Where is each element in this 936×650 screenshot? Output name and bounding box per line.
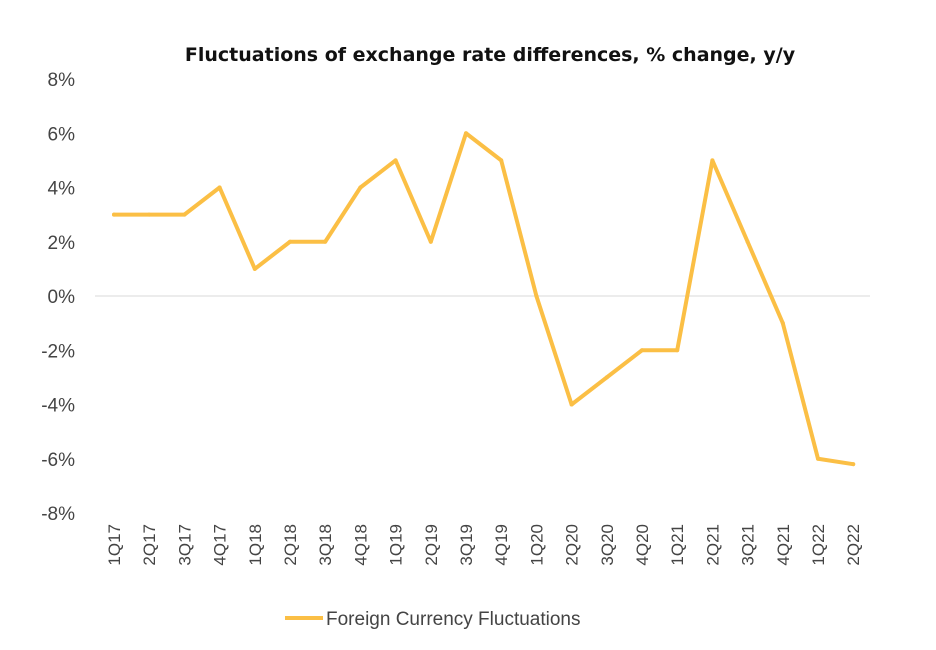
y-tick-label: -4% [41, 396, 75, 417]
series-group [112, 131, 856, 467]
x-tick-label: 1Q22 [809, 524, 828, 566]
x-tick-label: 2Q22 [844, 524, 863, 566]
x-tick-label: 2Q17 [140, 524, 159, 566]
data-point [428, 239, 433, 244]
legend-label: Foreign Currency Fluctuations [326, 609, 581, 630]
data-point [112, 212, 116, 217]
x-tick-label: 1Q21 [668, 524, 687, 566]
data-point [675, 348, 680, 353]
y-tick-label: 0% [48, 287, 76, 308]
x-tick-label: 1Q19 [387, 524, 406, 566]
x-tick-label: 4Q17 [211, 524, 230, 566]
y-tick-label: 8% [48, 70, 76, 91]
data-point [851, 462, 856, 467]
x-tick-label: 2Q18 [281, 524, 300, 566]
y-tick-label: 6% [48, 124, 76, 145]
data-point [323, 239, 328, 244]
data-point [710, 158, 715, 163]
legend: Foreign Currency Fluctuations [285, 609, 581, 630]
data-point [182, 212, 187, 217]
data-point [358, 185, 363, 190]
x-tick-label: 4Q19 [492, 524, 511, 566]
data-point [816, 456, 820, 461]
x-tick-label: 3Q20 [598, 524, 617, 566]
data-point [499, 158, 504, 163]
data-point [217, 185, 222, 190]
y-tick-label: 4% [48, 179, 76, 200]
x-tick-label: 1Q20 [527, 524, 546, 566]
y-tick-label: 2% [48, 233, 76, 254]
y-tick-label: -6% [41, 450, 75, 471]
data-point [780, 321, 785, 326]
data-point [745, 239, 750, 244]
y-axis: 8% 6% 4% 2% 0% -2% -4% -6% -8% [41, 70, 75, 525]
x-tick-label: 4Q21 [774, 524, 793, 566]
x-tick-label: 2Q20 [563, 524, 582, 566]
data-point [464, 131, 468, 136]
data-point [252, 266, 257, 271]
x-tick-label: 3Q21 [739, 524, 758, 566]
x-tick-label: 3Q18 [316, 524, 335, 566]
x-tick-label: 1Q18 [246, 524, 265, 566]
data-point [393, 158, 398, 163]
y-tick-label: -8% [41, 504, 75, 525]
x-tick-label: 2Q19 [422, 524, 441, 566]
data-point [534, 294, 539, 298]
data-point [604, 375, 609, 380]
x-tick-label: 4Q18 [351, 524, 370, 566]
series-line [112, 131, 856, 467]
x-axis: 1Q17 2Q17 3Q17 4Q17 1Q18 2Q18 3Q18 4Q18 1Q19 2Q19… [105, 524, 863, 566]
data-point [147, 212, 152, 217]
y-tick-label: -2% [41, 341, 75, 362]
data-point [569, 402, 574, 407]
x-tick-label: 3Q17 [175, 524, 194, 566]
x-tick-label: 2Q21 [703, 524, 722, 566]
x-tick-label: 4Q20 [633, 524, 652, 566]
data-point [288, 239, 292, 244]
x-tick-label: 3Q19 [457, 524, 476, 566]
x-tick-label: 1Q17 [105, 524, 124, 566]
data-point [640, 348, 644, 353]
chart-title: Fluctuations of exchange rate difference… [184, 44, 796, 66]
